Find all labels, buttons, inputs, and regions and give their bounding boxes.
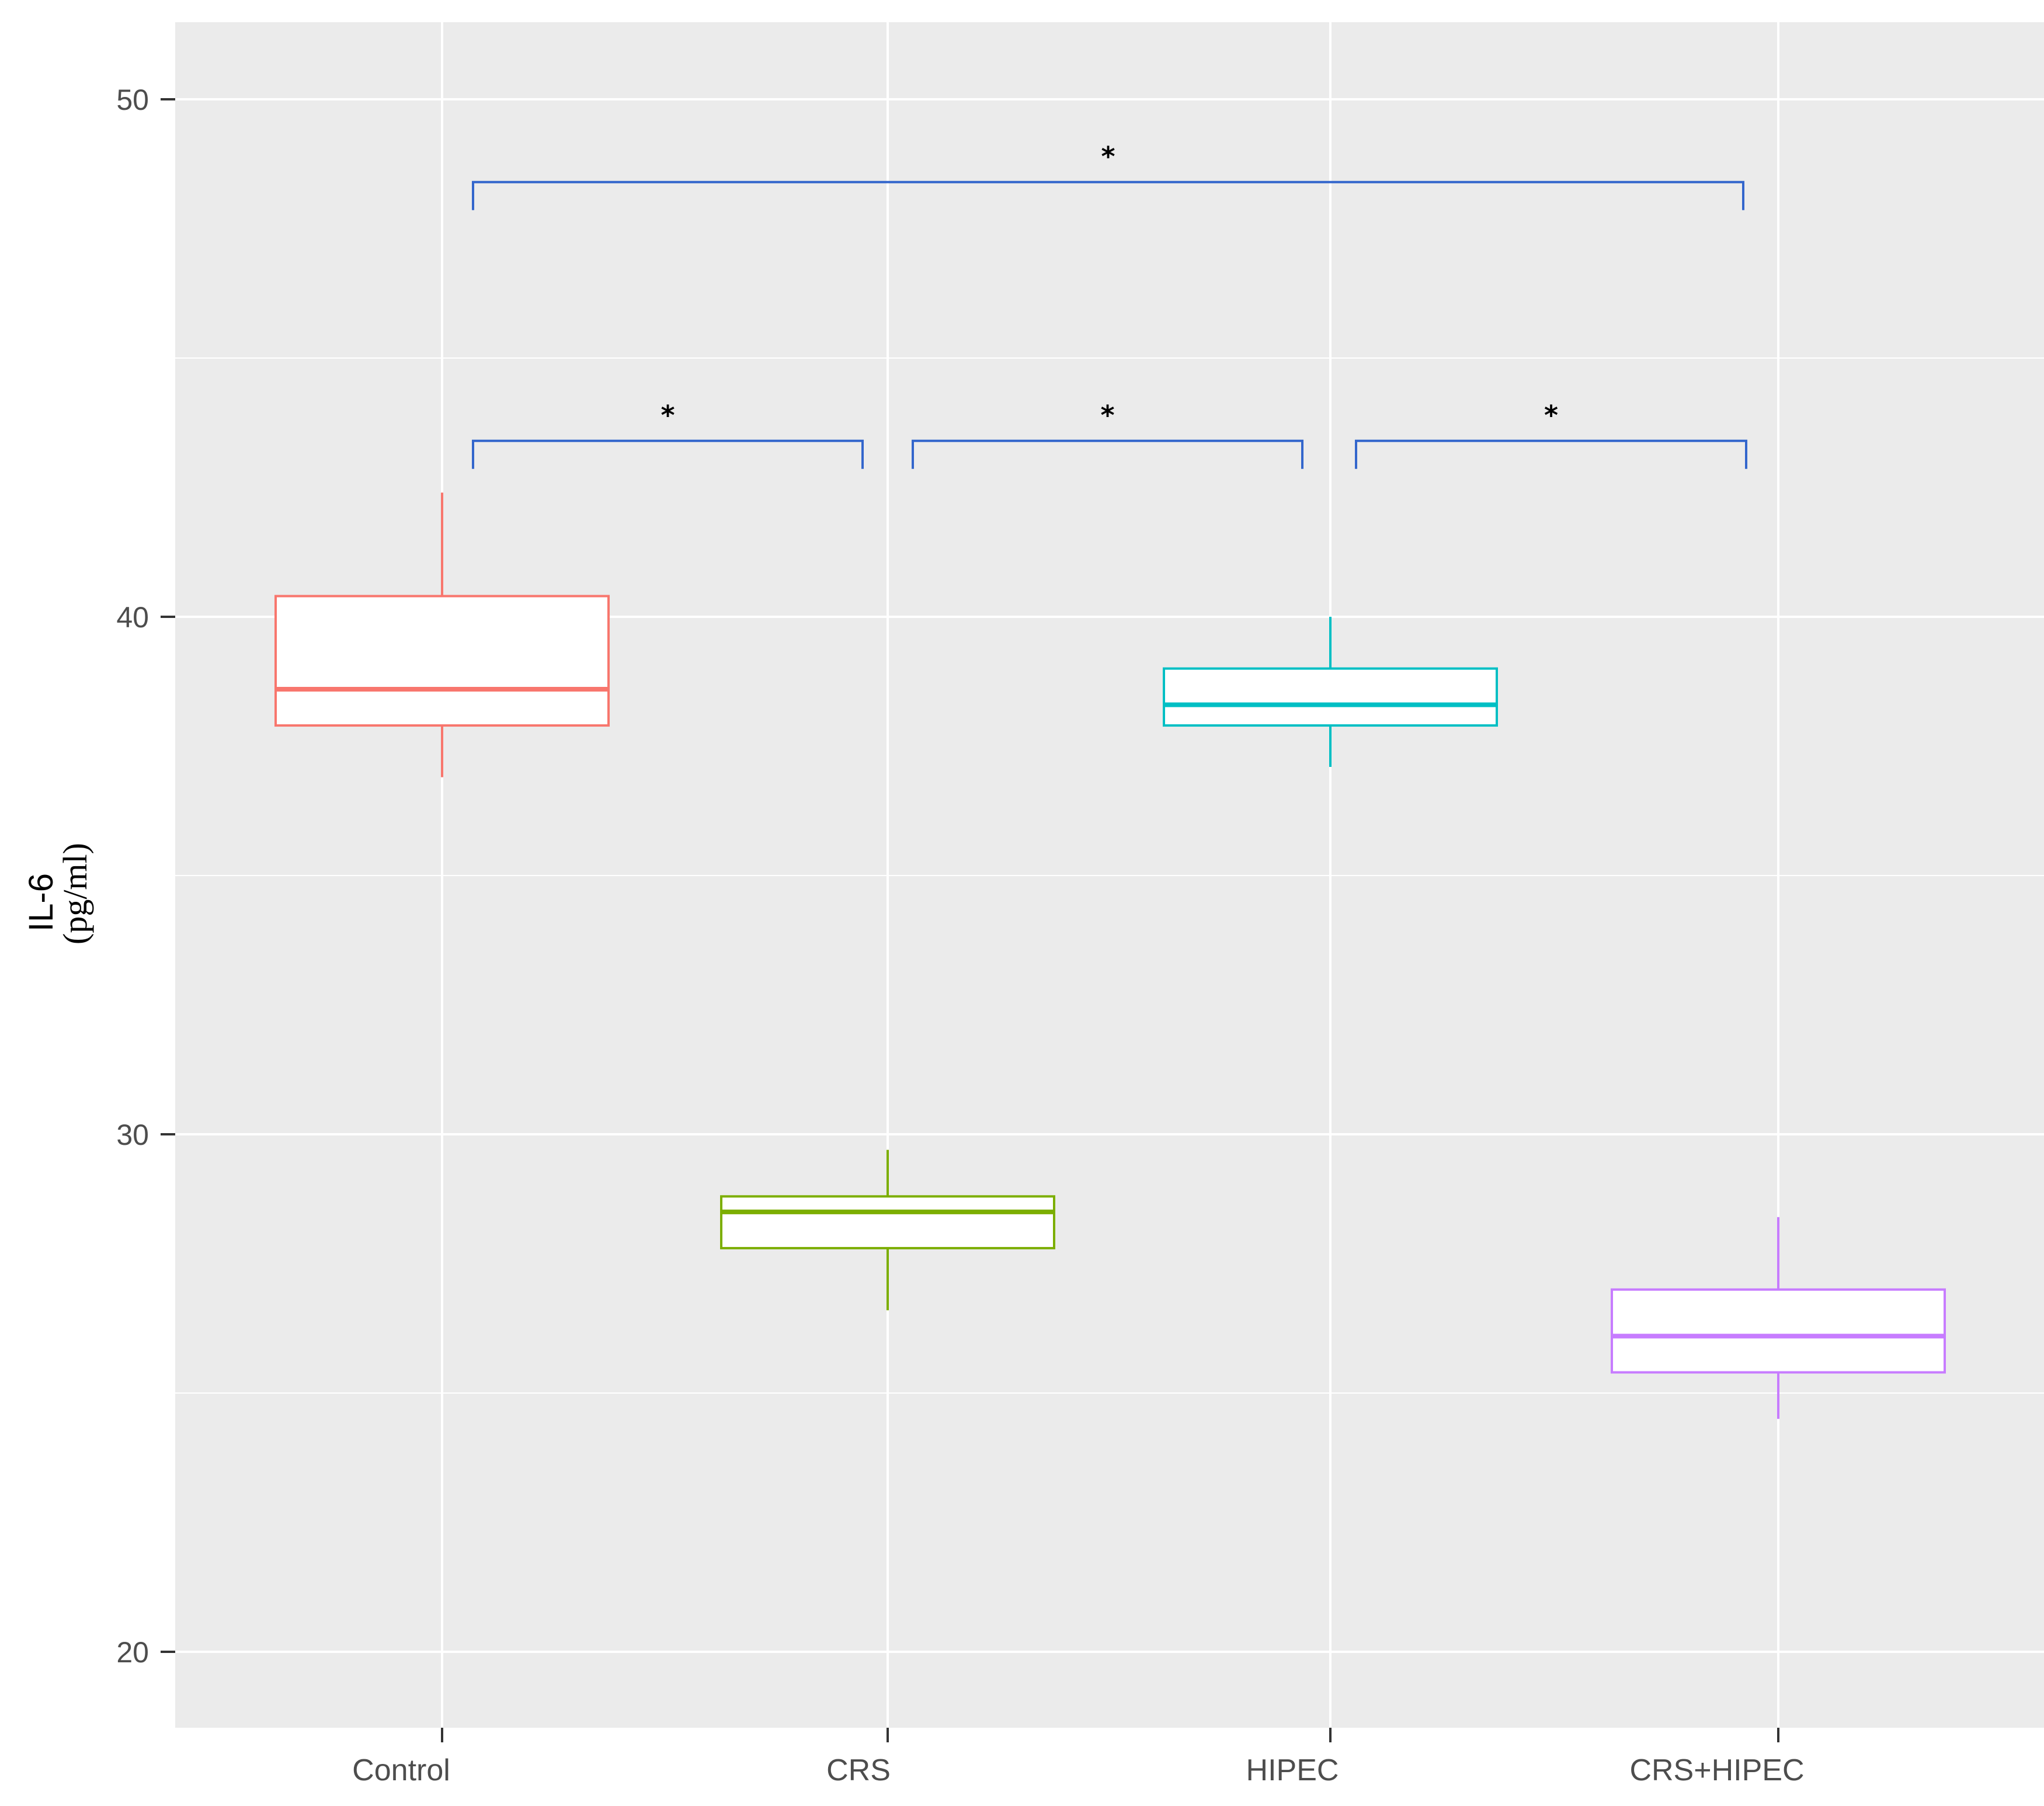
box-control xyxy=(274,492,610,777)
y-axis-title: IL-6 (pg/ml) xyxy=(22,843,94,944)
y-tick-label: 40 xyxy=(116,601,149,634)
significance-brackets: * * * * xyxy=(472,141,1747,469)
y-tick-label: 20 xyxy=(116,1636,149,1669)
box-hipec xyxy=(1163,617,1498,767)
comparison-bracket: * xyxy=(472,400,864,469)
significance-label: * xyxy=(661,400,675,431)
x-axis: Control CRS HIPEC CRS+HIPEC xyxy=(352,1728,1805,1787)
y-axis-unit-label: (pg/ml) xyxy=(56,843,94,944)
interquartile-box xyxy=(720,1195,1055,1249)
x-tick-label: CRS+HIPEC xyxy=(1629,1753,1804,1787)
box-crs xyxy=(720,1149,1055,1311)
y-axis-label: IL-6 xyxy=(22,873,60,932)
x-tick-label: Control xyxy=(352,1753,450,1787)
bracket-line xyxy=(912,439,1303,469)
significance-label: * xyxy=(1101,141,1115,172)
bracket-line xyxy=(472,439,864,469)
minor-gridlines xyxy=(175,357,2044,1394)
bracket-line xyxy=(1355,439,1747,469)
boxes xyxy=(274,492,1946,1419)
y-tick-label: 50 xyxy=(116,84,149,116)
x-tick-label: HIPEC xyxy=(1246,1753,1339,1787)
interquartile-box xyxy=(1163,667,1498,727)
x-tick-label: CRS xyxy=(826,1753,891,1787)
comparison-bracket: * xyxy=(472,141,1744,210)
bracket-line xyxy=(472,180,1744,210)
comparison-bracket: * xyxy=(1355,400,1747,469)
y-axis: 20 30 40 50 xyxy=(116,84,175,1669)
box-crs-hipec xyxy=(1611,1217,1946,1419)
comparison-bracket: * xyxy=(912,400,1303,469)
significance-label: * xyxy=(1100,400,1114,431)
y-tick-label: 30 xyxy=(116,1119,149,1151)
significance-label: * xyxy=(1544,400,1558,431)
interquartile-box xyxy=(274,595,610,727)
interquartile-box xyxy=(1611,1288,1946,1374)
